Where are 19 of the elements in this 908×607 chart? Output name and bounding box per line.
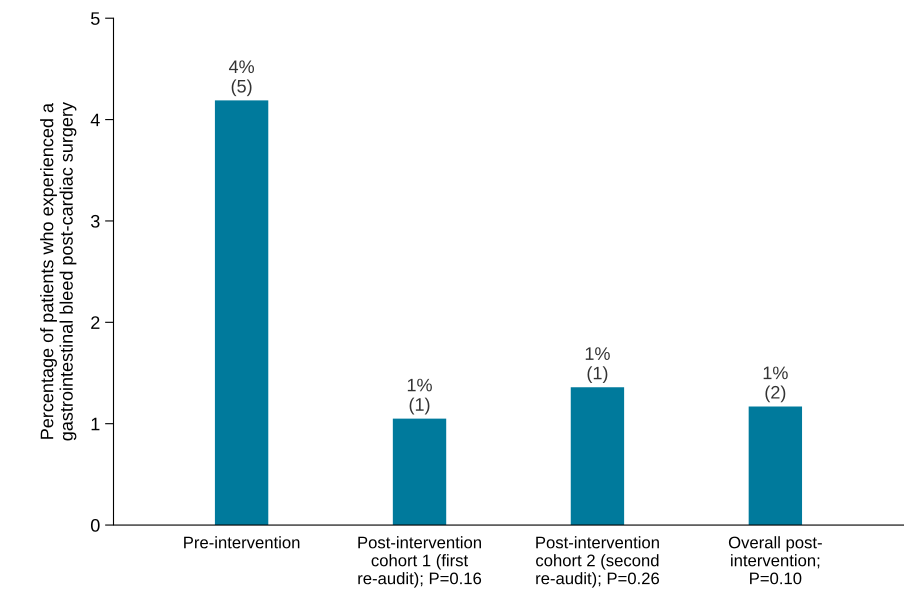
x-tick-label: Post-intervention cohort 1 (first re-audit); P=0.16 — [358, 536, 482, 588]
bar — [214, 100, 268, 526]
y-tick-label: 4 — [90, 114, 100, 126]
y-tick-label: 3 — [90, 214, 100, 228]
data-label: 1% (2) — [764, 366, 788, 402]
x-tick-label: Pre-intervention — [184, 536, 300, 548]
bar — [392, 418, 446, 526]
bar — [748, 406, 802, 526]
data-label: 1% (1) — [408, 378, 432, 414]
y-tick-label: 2 — [91, 316, 100, 329]
x-tick-label: Overall post- intervention; P=0.10 — [728, 536, 822, 584]
y-axis-title: Percentage of patients who experienced a gastrointestinal bleed post-cardiac surgery — [40, 102, 76, 440]
data-label: 1% (1) — [586, 347, 610, 384]
x-tick-label: Post-intervention cohort 2 (second re-audit); P=0.26 — [536, 536, 660, 588]
data-label: 4% (5) — [228, 60, 254, 96]
y-tick-label: 0 — [90, 518, 100, 532]
bar — [570, 387, 624, 526]
y-tick-label: 1 — [92, 418, 100, 430]
y-tick-label: 5 — [90, 12, 100, 25]
